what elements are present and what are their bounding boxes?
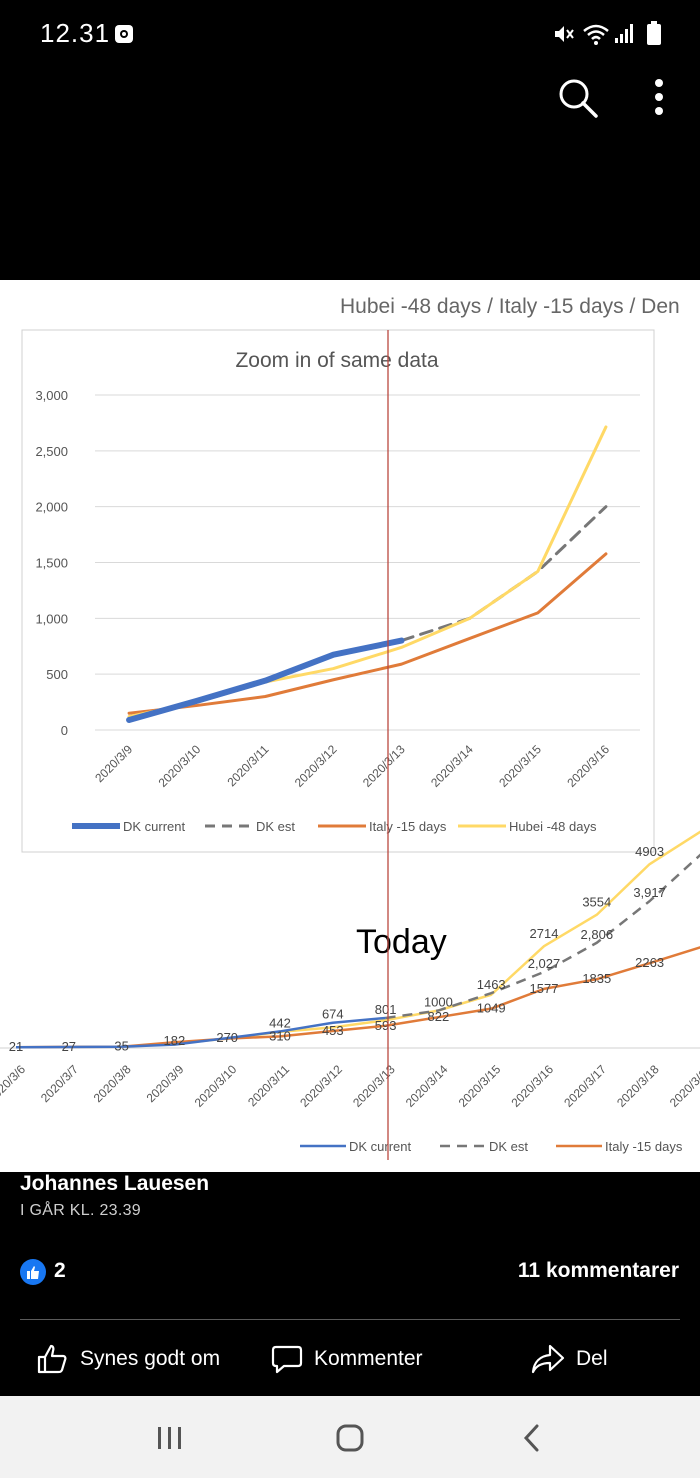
post-author[interactable]: Johannes Lauesen	[20, 1172, 210, 1195]
comment-icon	[271, 1345, 303, 1374]
chart2-x-tick-label: 2020/3/14	[403, 1062, 451, 1110]
chart2-data-label: 270	[216, 1030, 238, 1045]
chart2-data-label: 3554	[582, 895, 611, 910]
chart2-x-tick-label: 2020/3/10	[192, 1062, 240, 1110]
chart2-series-dk-current	[15, 1016, 386, 1049]
chart2-series-italy-15-days	[15, 946, 700, 1049]
chart1-series-dk-current	[126, 637, 405, 723]
status-time: 12.31	[40, 18, 111, 48]
share-button-label: Del	[576, 1347, 608, 1370]
chart2-x-tick-label: 2020/3/12	[297, 1062, 345, 1110]
chart2-data-label: 2,806	[581, 927, 614, 942]
chart2-data-label: 442	[269, 1015, 291, 1030]
screenshot-notification-icon	[115, 25, 133, 43]
divider	[20, 1319, 680, 1320]
chart1-frame	[21, 329, 655, 853]
share-icon	[531, 1344, 565, 1374]
chart2-legend-label: Italy -15 days	[605, 1139, 683, 1154]
chart2-series-dk-est	[385, 853, 700, 1020]
post-photo[interactable]: Hubei -48 days / Italy -15 days / Den Zo…	[0, 280, 700, 1172]
system-nav-bar	[0, 1396, 700, 1478]
photo-header-text: Hubei -48 days / Italy -15 days / Den	[340, 295, 680, 318]
status-bar: 12.31	[0, 0, 700, 70]
chart2-x-tick-label: 2020/3/7	[38, 1062, 81, 1105]
chart2-data-label: 1577	[530, 981, 559, 996]
chart2-x-tick-label: 2020/3/6	[0, 1062, 28, 1105]
chart1-y-tick-label: 2,000	[35, 500, 68, 515]
chart2-x-tick-label: 2020/3/17	[561, 1062, 609, 1110]
chart2-data-label: 822	[428, 1009, 450, 1024]
chart2-data-label: 593	[375, 1018, 397, 1033]
chart2-x-tick-label: 2020/3/15	[456, 1062, 504, 1110]
chart2-x-tick-label: 2020/3/18	[614, 1062, 662, 1110]
chart1-series-italy-15-days	[127, 552, 608, 715]
chart1-y-tick-label: 1,500	[35, 556, 68, 571]
chart2-data-label: 27	[62, 1039, 76, 1054]
chart2-data-label: 310	[269, 1028, 291, 1043]
chart2-data-label: 35	[114, 1039, 128, 1054]
chart2-data-label: 3,917	[633, 885, 666, 900]
chart2-x-tick-label: 2020/3/9	[144, 1062, 187, 1105]
post-time: I GÅR KL. 23.39	[20, 1202, 142, 1219]
chart2-x-tick-label: 2020/3/11	[245, 1062, 292, 1109]
chart1-legend-label: DK est	[256, 819, 295, 834]
chart1-y-tick-label: 3,000	[35, 388, 68, 403]
chart2-legend-label: DK current	[349, 1139, 412, 1154]
like-button[interactable]: Synes godt om	[36, 1336, 220, 1382]
chart2-x-tick-label: 2020/3/13	[350, 1062, 398, 1110]
chart1-legend-label: Italy -15 days	[369, 819, 447, 834]
chart1-y-tick-label: 2,500	[35, 444, 68, 459]
chart1-y-tick-label: 1,000	[35, 611, 68, 626]
back-icon[interactable]	[502, 1416, 562, 1460]
chart2-data-label: 801	[375, 1002, 397, 1017]
chart2-x-tick-label: 2020/3/19	[667, 1062, 700, 1110]
mute-icon	[555, 26, 574, 42]
chart2-data-label: 21	[9, 1039, 23, 1054]
chart2-data-label: 1463	[477, 977, 506, 992]
thumbs-up-icon	[37, 1344, 67, 1374]
today-annotation: Today	[356, 923, 447, 961]
wifi-icon	[583, 24, 609, 45]
chart2-data-label: 182	[164, 1033, 186, 1048]
chart1-legend-label: Hubei -48 days	[509, 819, 597, 834]
comment-button-label: Kommenter	[314, 1347, 423, 1370]
chart1-legend-label: DK current	[123, 819, 186, 834]
chart2-data-label: 453	[322, 1023, 344, 1038]
comment-button[interactable]: Kommenter	[270, 1336, 423, 1382]
recents-icon[interactable]	[140, 1416, 200, 1460]
chart2-legend-label: DK est	[489, 1139, 528, 1154]
chart2-data-label: 2263	[635, 955, 664, 970]
home-icon[interactable]	[320, 1416, 380, 1460]
like-button-label: Synes godt om	[80, 1347, 221, 1370]
chart2-data-label: 4903	[635, 844, 664, 859]
chart1-title: Zoom in of same data	[235, 349, 438, 372]
like-count[interactable]: 2	[54, 1259, 66, 1282]
signal-icon	[615, 24, 633, 43]
chart2-data-label: 674	[322, 1007, 344, 1022]
chart-photo-svg: Hubei -48 days / Italy -15 days / Den Zo…	[0, 295, 700, 1160]
chart2-data-label: 1835	[582, 971, 611, 986]
search-icon[interactable]	[556, 76, 600, 120]
chart2-x-tick-label: 2020/3/16	[508, 1062, 556, 1110]
share-button[interactable]: Del	[530, 1336, 608, 1382]
chart2-data-label: 1000	[424, 995, 453, 1010]
comments-count[interactable]: 11 kommentarer	[517, 1259, 679, 1282]
chart1-y-tick-label: 0	[61, 723, 68, 738]
battery-icon	[647, 21, 661, 45]
like-reaction-icon[interactable]	[20, 1259, 46, 1285]
chart2-data-label: 1049	[477, 1001, 506, 1016]
chart2-data-label: 2714	[530, 926, 559, 941]
chart1-y-tick-label: 500	[46, 667, 68, 682]
chart2-x-tick-label: 2020/3/8	[91, 1062, 134, 1105]
chart2-data-label: 2,027	[528, 956, 561, 971]
more-vertical-icon[interactable]	[650, 78, 668, 118]
